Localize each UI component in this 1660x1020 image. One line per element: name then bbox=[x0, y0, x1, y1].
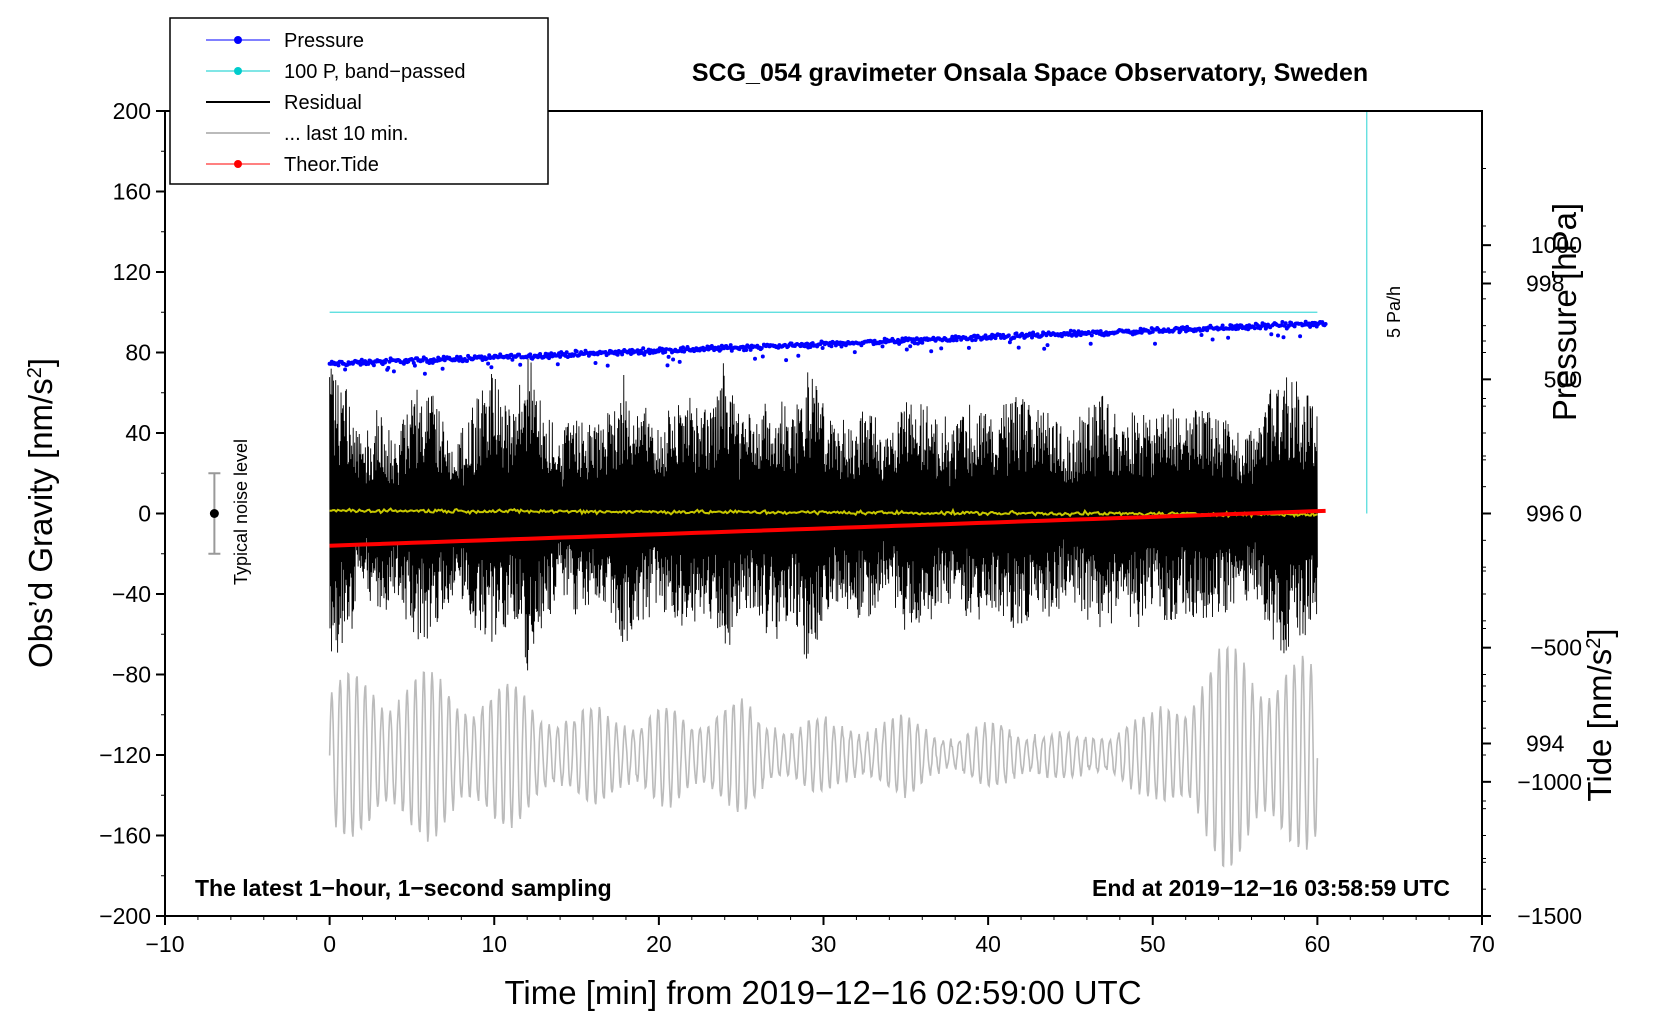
y-axis-title-tide-sup: 2 bbox=[1583, 638, 1605, 649]
tide-tick-label: 1000 bbox=[1531, 232, 1582, 258]
y-tick-label: 40 bbox=[125, 420, 151, 446]
residual-series bbox=[329, 359, 1318, 671]
x-tick-label: 20 bbox=[646, 931, 672, 957]
pressure-tick-label: 998 bbox=[1526, 271, 1564, 297]
last-10-min-series bbox=[328, 645, 1319, 868]
y-axis-ticks: 200 160 120 80 40 0 −40 −80 −120 −160 −200 bbox=[99, 98, 165, 929]
x-tick-label: 30 bbox=[811, 931, 837, 957]
smoothed-residual-series bbox=[329, 507, 1318, 519]
y-tick-label: −160 bbox=[99, 823, 151, 849]
residual-line bbox=[329, 359, 1318, 671]
y-tick-label: −80 bbox=[112, 662, 151, 688]
footer-left: The latest 1−hour, 1−second sampling bbox=[195, 875, 612, 901]
legend-label-last10: ... last 10 min. bbox=[284, 123, 409, 145]
tide-axis-ticks: 1000 500 0 −500 −1000 −1500 bbox=[1482, 232, 1582, 929]
legend-label-residual: Residual bbox=[284, 92, 362, 114]
y-tick-label: −200 bbox=[99, 903, 151, 929]
legend-dot-pressure bbox=[234, 36, 242, 44]
y-tick-label: 120 bbox=[113, 259, 151, 285]
legend-dot-bandpassed bbox=[234, 67, 242, 75]
noise-bar bbox=[208, 472, 221, 555]
pressure-tick-label: 994 bbox=[1526, 731, 1565, 757]
x-axis-ticks: −10 0 10 20 30 40 50 60 70 bbox=[145, 916, 1495, 957]
legend: Pressure 100 P, band−passed Residual ...… bbox=[169, 17, 549, 185]
x-tick-label: 60 bbox=[1305, 931, 1331, 957]
legend-item-residual: Residual bbox=[206, 92, 362, 114]
y-axis-title-pressure: Pressure [hPa] bbox=[1546, 203, 1583, 421]
x-tick-label: 70 bbox=[1469, 931, 1495, 957]
chart-title: SCG_054 gravimeter Onsala Space Observat… bbox=[692, 59, 1368, 87]
tide-tick-label: 500 bbox=[1544, 366, 1582, 392]
x-tick-label: −10 bbox=[145, 931, 184, 957]
legend-item-last10: ... last 10 min. bbox=[206, 123, 409, 145]
tide-tick-label: 0 bbox=[1569, 501, 1582, 527]
theor-tide-line bbox=[329, 508, 1326, 548]
smoothed-residual-line bbox=[329, 507, 1318, 519]
x-tick-label: 0 bbox=[323, 931, 336, 957]
legend-label-pressure: Pressure bbox=[284, 30, 364, 52]
legend-label-tide: Theor.Tide bbox=[284, 154, 379, 176]
pressure-tick-label: 996 bbox=[1526, 501, 1564, 527]
legend-label-bandpassed: 100 P, band−passed bbox=[284, 61, 465, 83]
y-tick-label: 0 bbox=[138, 501, 151, 527]
x-axis-title: Time [min] from 2019−12−16 02:59:00 UTC bbox=[504, 974, 1141, 1011]
tide-line bbox=[329, 508, 1326, 548]
x-tick-label: 50 bbox=[1140, 931, 1166, 957]
noise-bar-center bbox=[209, 509, 219, 518]
y-tick-label: 160 bbox=[113, 179, 151, 205]
noise-label: Typical noise level bbox=[231, 439, 251, 585]
y-axis-title-tide: Tide [nm/s2] bbox=[1581, 628, 1618, 801]
y-axis-title-left: Obs’d Gravity [nm/s2] bbox=[22, 358, 59, 668]
y-axis-title-left-sup: 2 bbox=[24, 367, 46, 378]
tide-tick-label: −1000 bbox=[1517, 769, 1582, 795]
y-tick-label: −120 bbox=[99, 742, 151, 768]
y-tick-label: −40 bbox=[112, 581, 151, 607]
pressure-points bbox=[327, 319, 1328, 376]
legend-item-bandpassed: 100 P, band−passed bbox=[206, 61, 465, 83]
pressure-series bbox=[327, 319, 1328, 376]
legend-item-pressure: Pressure bbox=[206, 30, 364, 52]
last-10-min-line bbox=[328, 645, 1319, 868]
tide-tick-label: −500 bbox=[1530, 635, 1582, 661]
pressure-axis-ticks: 998 996 994 bbox=[1482, 168, 1565, 859]
x-tick-label: 10 bbox=[481, 931, 507, 957]
tide-tick-label: −1500 bbox=[1517, 903, 1582, 929]
y-tick-label: 80 bbox=[125, 340, 151, 366]
y-tick-label: 200 bbox=[113, 98, 151, 124]
rate-label: 5 Pa/h bbox=[1384, 286, 1404, 338]
footer-right: End at 2019−12−16 03:58:59 UTC bbox=[1092, 875, 1450, 901]
x-tick-label: 40 bbox=[975, 931, 1001, 957]
legend-dot-tide bbox=[234, 160, 242, 168]
legend-item-tide: Theor.Tide bbox=[206, 154, 379, 176]
